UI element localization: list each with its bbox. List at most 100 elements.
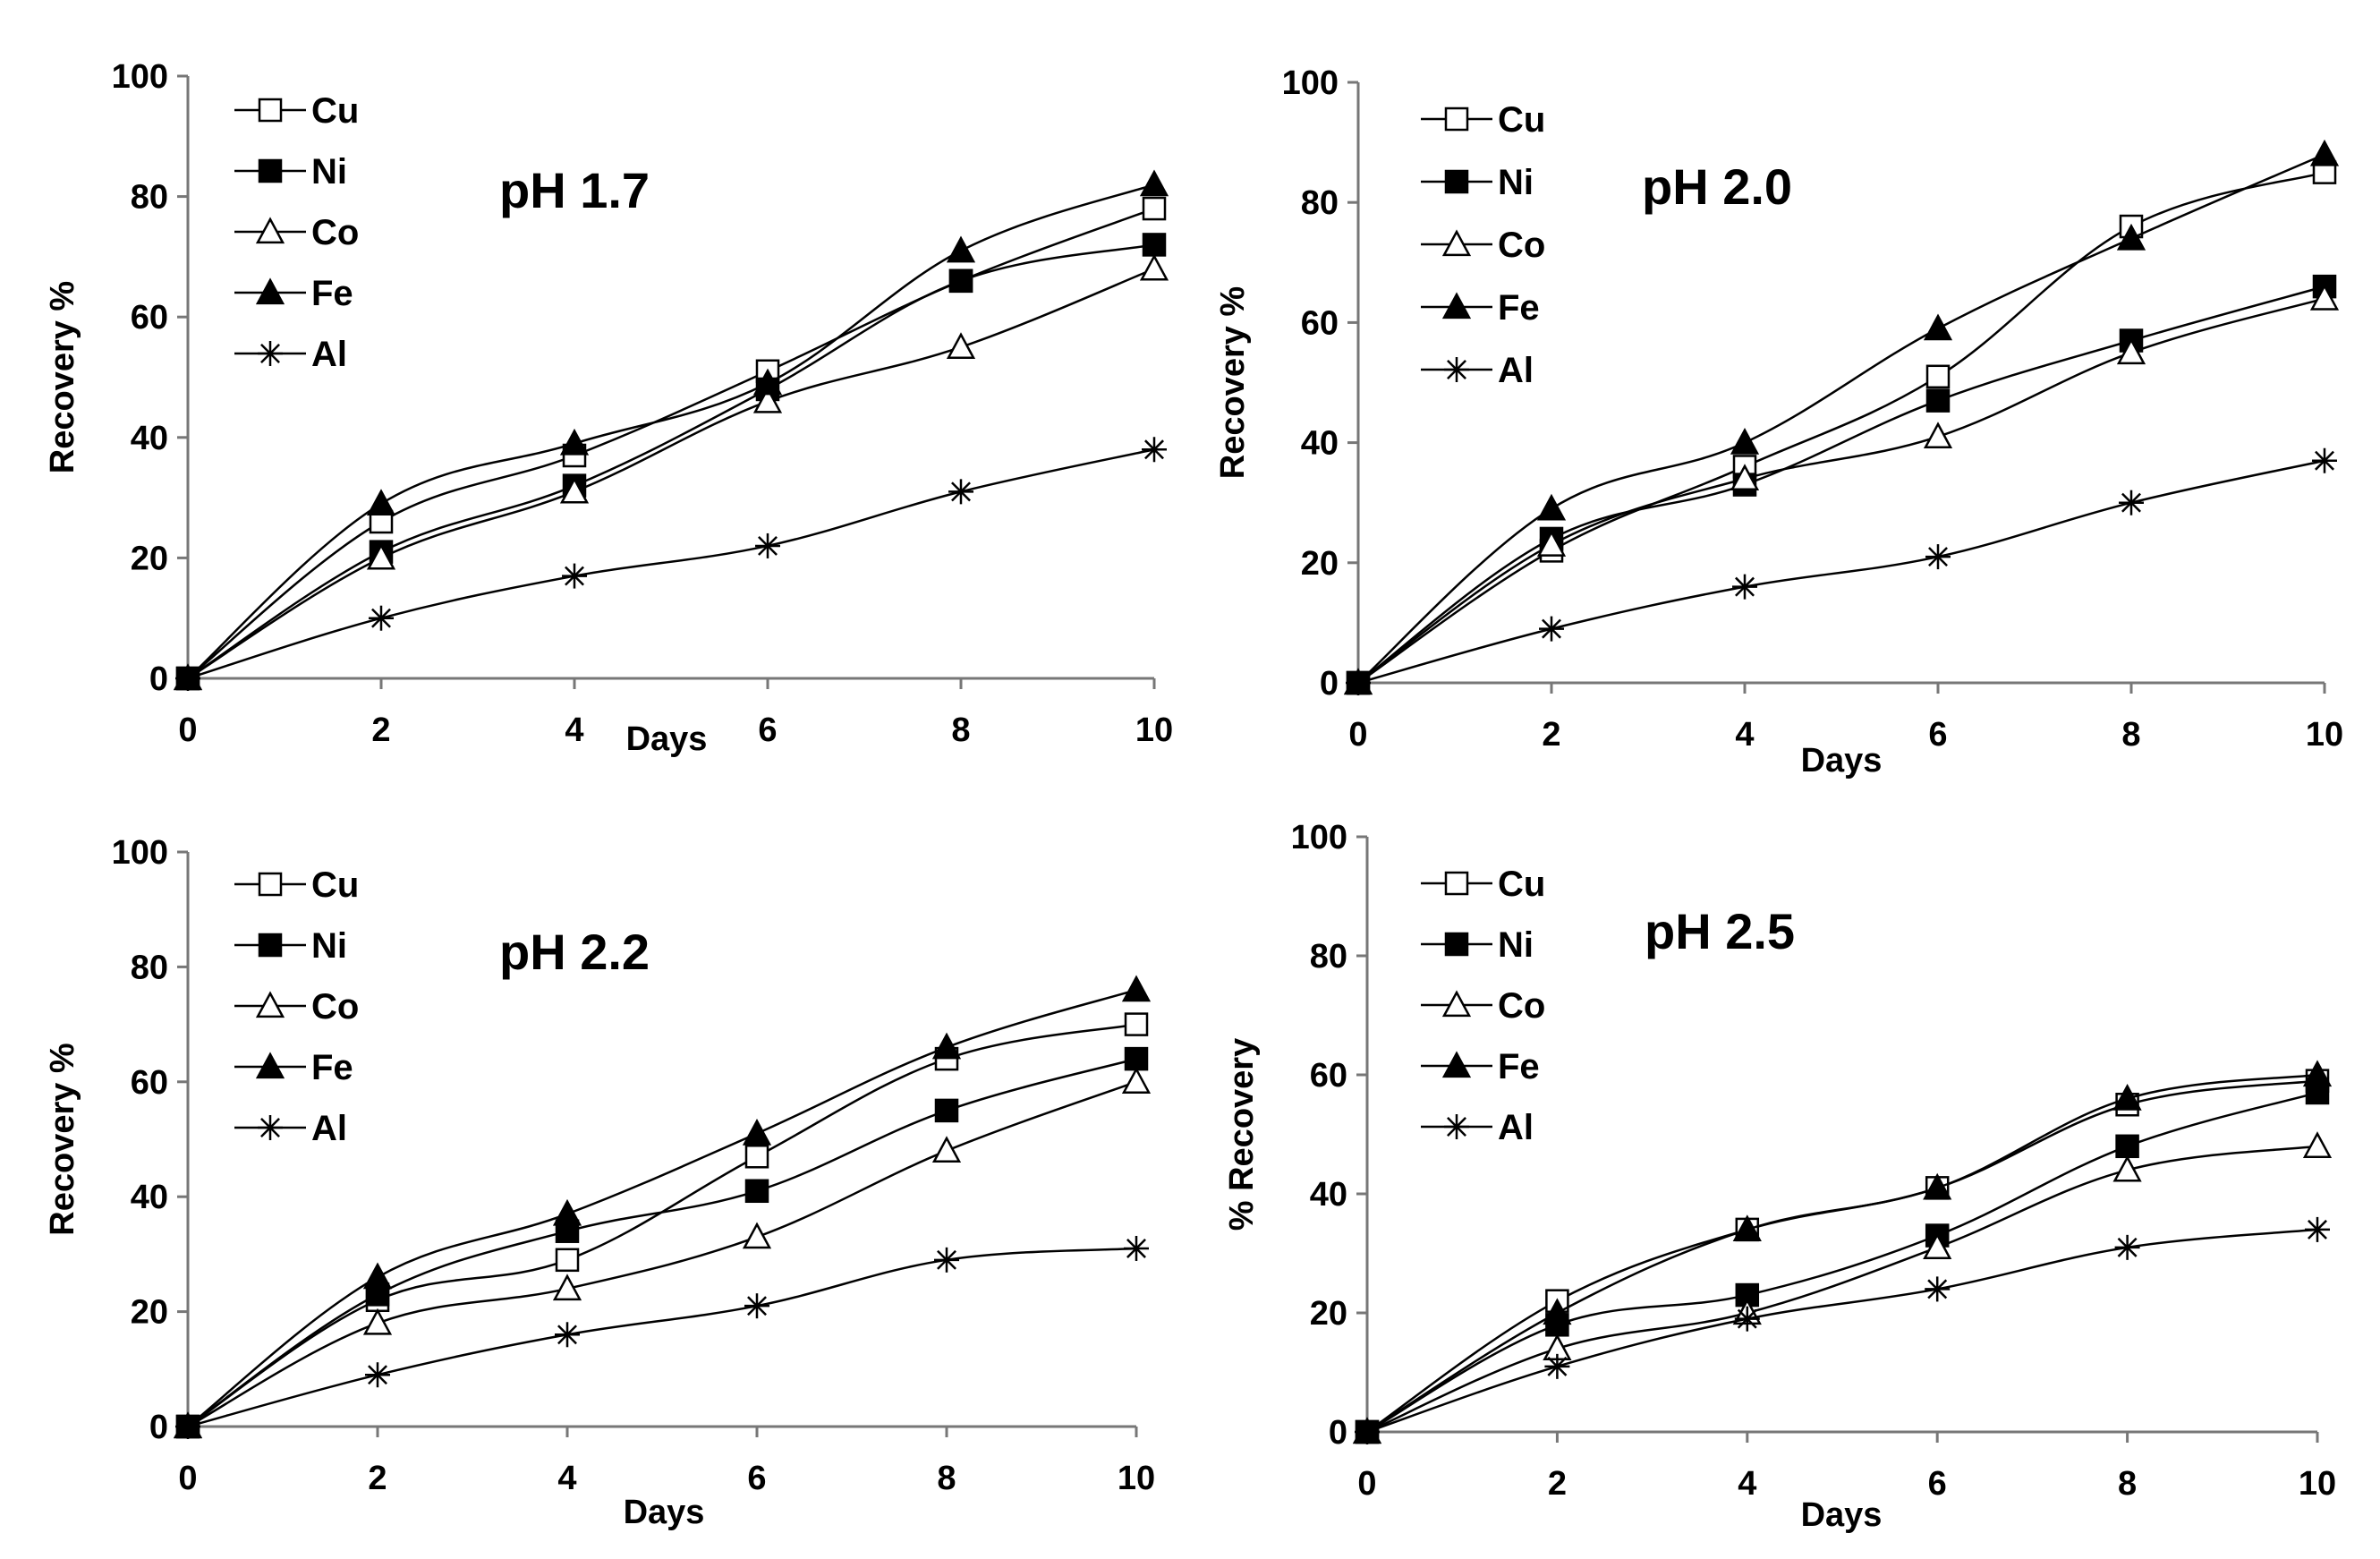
data-point-al	[1734, 1306, 1760, 1332]
data-point-cu	[555, 1248, 580, 1273]
legend-label: Cu	[311, 865, 359, 905]
data-point-al	[175, 666, 200, 691]
legend-item-ni: Ni	[234, 152, 347, 192]
data-point-al	[555, 1322, 580, 1348]
data-point-ni	[948, 268, 973, 294]
data-point-al	[1925, 1276, 1951, 1302]
y-tick-label: 80	[131, 949, 168, 986]
x-tick-label: 2	[371, 711, 390, 749]
series-line-ni	[187, 1057, 1137, 1428]
data-point-co	[1536, 530, 1567, 557]
legend: Cu Ni Co Fe Al	[234, 865, 359, 1148]
y-tick-label: 0	[1329, 1414, 1347, 1452]
data-point-al	[1142, 437, 1167, 463]
legend-label: Co	[311, 213, 359, 252]
data-point-al	[369, 605, 394, 631]
legend-item-ni: Ni	[1421, 163, 1534, 202]
legend-item-co: Co	[234, 987, 359, 1027]
data-point-al	[2312, 447, 2337, 473]
legend-item-co: Co	[1421, 226, 1545, 265]
data-point-fe	[2116, 223, 2146, 251]
series-ni	[175, 1046, 1149, 1439]
data-point-al	[1346, 670, 1371, 695]
series-line-al	[1366, 1228, 2318, 1434]
y-tick-label: 100	[112, 834, 168, 872]
legend-marker-co	[1441, 229, 1472, 257]
legend-marker-cu	[258, 98, 283, 123]
legend-label: Fe	[1498, 288, 1540, 328]
x-tick-label: 6	[1928, 716, 1947, 754]
legend-label: Al	[311, 1109, 347, 1148]
data-point-cu	[1925, 364, 1951, 389]
legend: Cu Ni Co Fe Al	[1421, 100, 1545, 390]
legend-item-cu: Cu	[234, 865, 359, 905]
data-point-fe	[2309, 139, 2340, 166]
data-point-fe	[1121, 975, 1152, 1002]
legend-label: Al	[311, 335, 347, 374]
y-tick-label: 20	[131, 1294, 168, 1332]
legend-marker-al	[258, 1115, 283, 1140]
legend-marker-fe	[1441, 292, 1472, 319]
legend-marker-co	[255, 991, 285, 1018]
legend-label: Al	[1498, 351, 1534, 390]
legend-label: Ni	[1498, 163, 1534, 202]
data-point-co	[362, 1308, 393, 1335]
data-point-fe	[742, 1118, 772, 1146]
legend-marker-ni	[258, 158, 283, 183]
x-axis-title: Days	[626, 720, 708, 758]
data-point-co	[2112, 1154, 2142, 1182]
data-point-fe	[1139, 169, 1169, 197]
data-point-fe	[2302, 1060, 2333, 1087]
series-line-fe	[187, 183, 1155, 679]
y-tick-label: 80	[1301, 184, 1339, 222]
legend-label: Cu	[1498, 865, 1545, 904]
data-point-fe	[1923, 313, 1953, 341]
data-point-co	[742, 1222, 772, 1249]
legend-marker-cu	[258, 872, 283, 897]
legend-marker-ni	[258, 933, 283, 958]
x-tick-label: 0	[178, 711, 197, 749]
legend-label: Ni	[1498, 925, 1534, 965]
x-tick-label: 8	[951, 711, 970, 749]
legend-item-fe: Fe	[1421, 1047, 1540, 1086]
series-al	[175, 1235, 1149, 1439]
legend-label: Cu	[1498, 100, 1545, 140]
x-tick-label: 4	[557, 1460, 576, 1497]
data-point-fe	[752, 368, 783, 396]
data-point-co	[559, 476, 590, 504]
data-point-al	[1544, 1353, 1570, 1379]
x-tick-label: 6	[1928, 1465, 1947, 1503]
x-tick-label: 6	[758, 711, 777, 749]
legend-item-cu: Cu	[1421, 100, 1545, 140]
series-co	[173, 253, 1169, 691]
y-tick-label: 0	[149, 1409, 168, 1446]
series-line-co	[1357, 297, 2325, 685]
legend-marker-ni	[1444, 169, 1469, 194]
x-axis-title: Days	[624, 1494, 705, 1531]
legend-item-co: Co	[234, 213, 359, 252]
data-point-al	[175, 1414, 200, 1439]
data-point-al	[1124, 1235, 1149, 1261]
series-co	[1352, 1131, 2333, 1444]
y-tick-label: 20	[131, 540, 168, 577]
x-tick-label: 4	[1738, 1465, 1756, 1503]
data-point-co	[931, 1136, 962, 1163]
legend-item-co: Co	[1421, 986, 1545, 1026]
x-tick-label: 2	[1548, 1465, 1567, 1503]
data-point-al	[2114, 1234, 2140, 1260]
series-line-al	[187, 448, 1155, 680]
legend-marker-co	[255, 217, 285, 244]
y-tick-label: 0	[1320, 665, 1339, 703]
y-tick-label: 60	[1310, 1057, 1347, 1095]
data-point-al	[1732, 574, 1757, 600]
y-tick-label: 40	[1310, 1176, 1347, 1214]
series-line-co	[187, 1080, 1137, 1428]
chart-title: pH 2.5	[1645, 903, 1795, 959]
data-point-al	[755, 532, 780, 558]
series-line-cu	[187, 1023, 1137, 1428]
legend-marker-fe	[255, 1052, 285, 1079]
